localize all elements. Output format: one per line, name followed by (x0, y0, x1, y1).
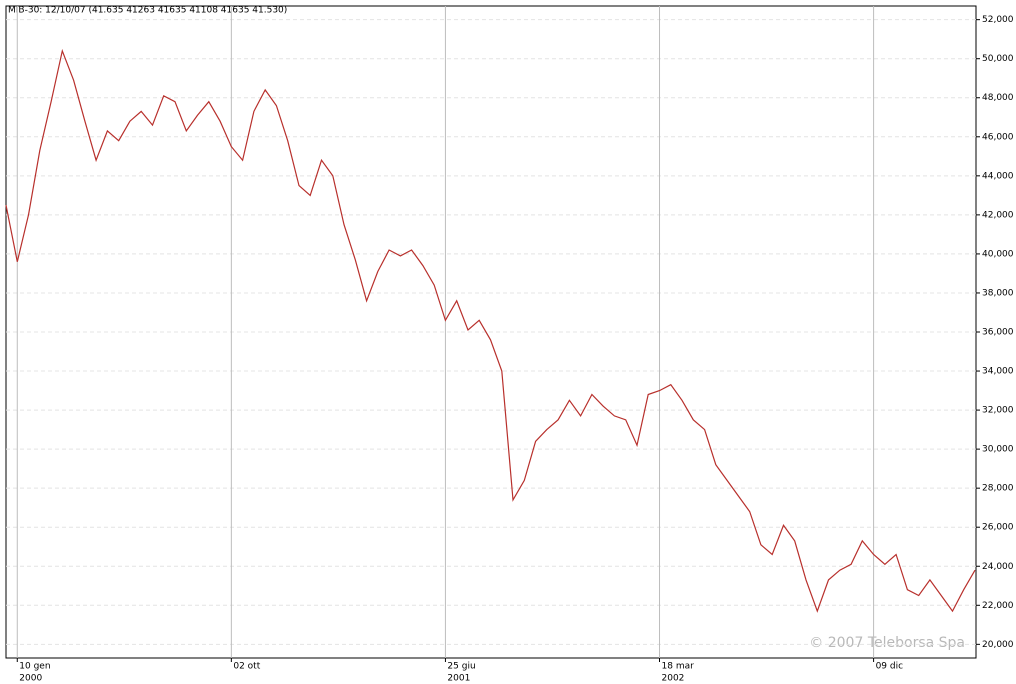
x-tick-label: 10 gen (19, 662, 50, 672)
y-tick-label: 32,000 (982, 406, 1014, 416)
y-tick-label: 38,000 (982, 288, 1014, 298)
x-tick-label: 02 ott (233, 662, 260, 672)
y-tick-label: 46,000 (982, 132, 1014, 142)
x-tick-label: 25 giu (447, 662, 475, 672)
y-tick-label: 42,000 (982, 210, 1014, 220)
y-tick-label: 36,000 (982, 328, 1014, 338)
y-tick-label: 26,000 (982, 523, 1014, 533)
x-year-label: 2001 (447, 674, 470, 684)
y-tick-label: 22,000 (982, 601, 1014, 611)
y-tick-label: 40,000 (982, 249, 1014, 259)
chart-title: MIB-30: 12/10/07 (41.635 41263 41635 411… (8, 6, 287, 16)
y-tick-label: 44,000 (982, 171, 1014, 181)
y-tick-label: 28,000 (982, 484, 1014, 494)
y-tick-label: 24,000 (982, 562, 1014, 572)
y-tick-label: 50,000 (982, 54, 1014, 64)
x-tick-label: 09 dic (876, 662, 904, 672)
y-tick-label: 52,000 (982, 15, 1014, 25)
y-tick-label: 34,000 (982, 367, 1014, 377)
watermark: © 2007 Teleborsa Spa (809, 635, 965, 651)
x-year-label: 2000 (19, 674, 42, 684)
price-line (5, 48, 976, 613)
y-tick-label: 48,000 (982, 93, 1014, 103)
x-year-label: 2002 (662, 674, 685, 684)
y-tick-label: 30,000 (982, 445, 1014, 455)
y-tick-label: 20,000 (982, 640, 1014, 650)
x-tick-label: 18 mar (662, 662, 695, 672)
